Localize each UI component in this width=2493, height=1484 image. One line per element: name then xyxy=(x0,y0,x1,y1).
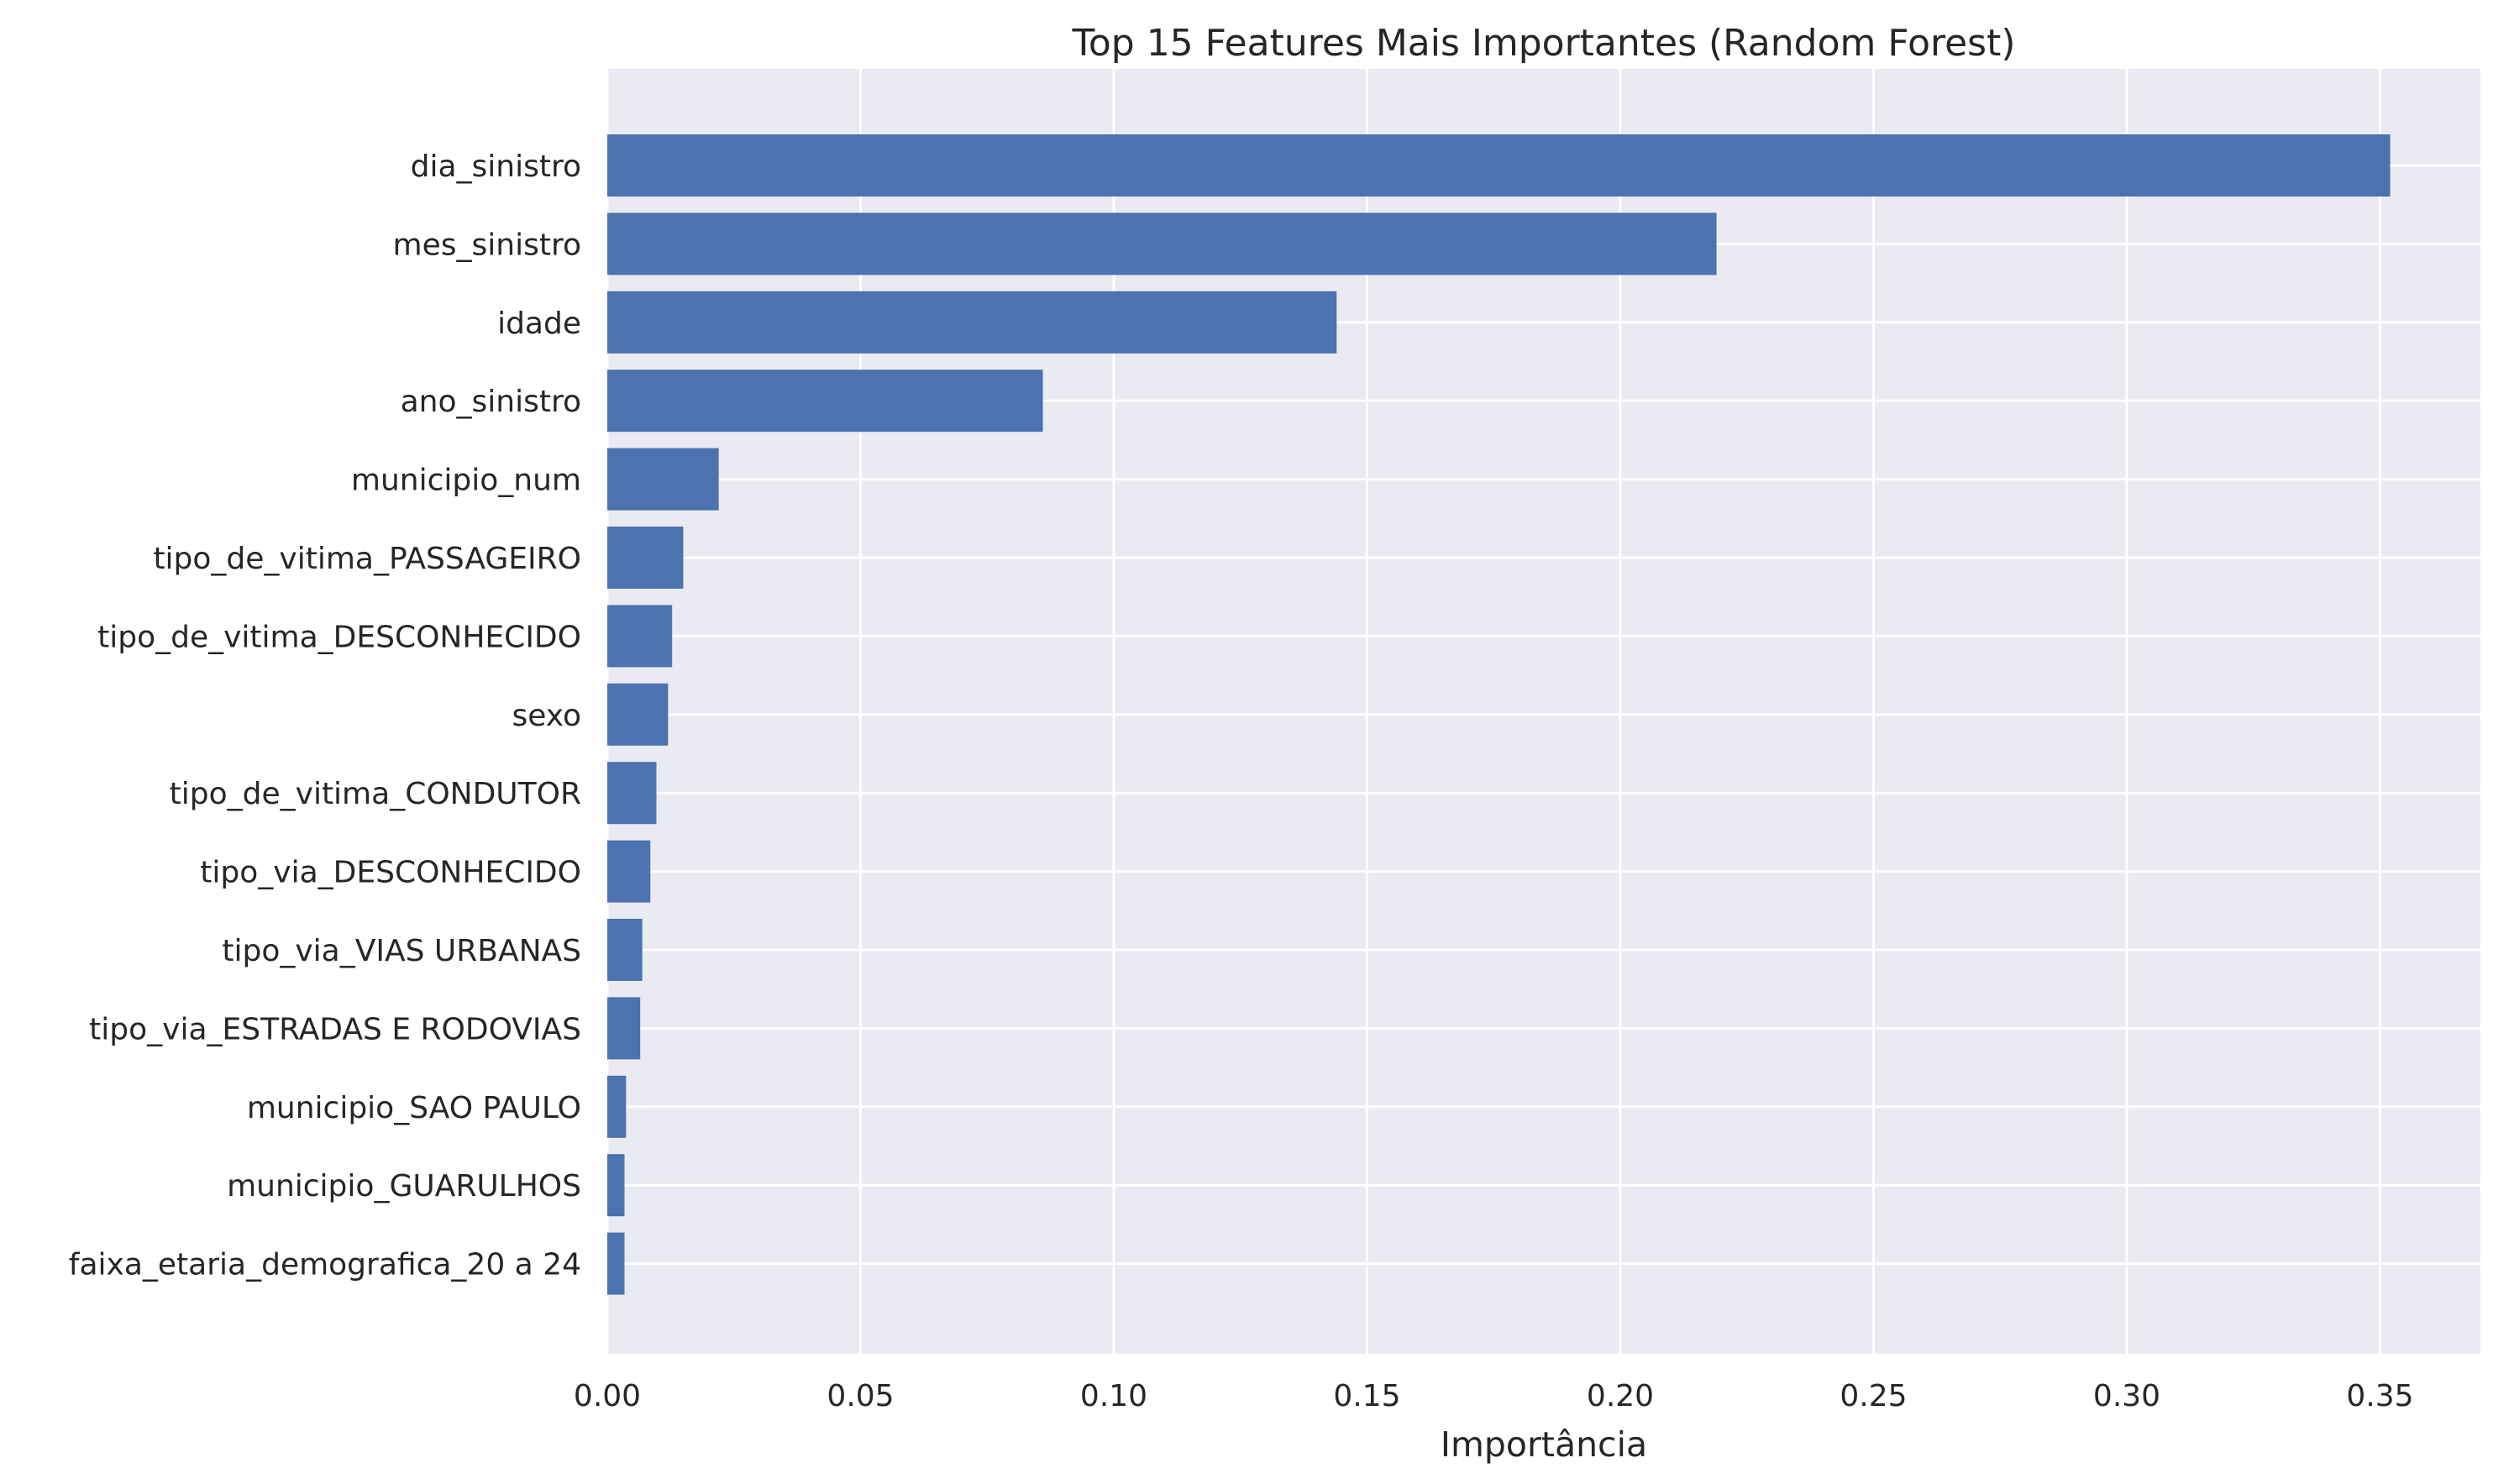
bars xyxy=(607,134,2391,1295)
bar xyxy=(607,683,669,746)
x-tick-label: 0.15 xyxy=(1333,1379,1400,1413)
x-tick-label: 0.00 xyxy=(574,1379,641,1413)
x-tick-label: 0.35 xyxy=(2346,1379,2413,1413)
x-tick-label: 0.10 xyxy=(1080,1379,1147,1413)
bar xyxy=(607,1154,625,1217)
y-tick-label: dia_sinistro xyxy=(411,149,581,184)
bar xyxy=(607,840,651,903)
bar xyxy=(607,997,641,1060)
y-tick-label: tipo_via_VIAS URBANAS xyxy=(222,934,581,968)
y-tick-label: tipo_de_vitima_DESCONHECIDO xyxy=(97,620,581,654)
bar xyxy=(607,291,1337,354)
y-tick-label: tipo_de_vitima_PASSAGEIRO xyxy=(153,542,581,576)
x-tick-label: 0.25 xyxy=(1840,1379,1907,1413)
bar xyxy=(607,448,719,511)
y-tick-label: sexo xyxy=(512,699,582,733)
bar xyxy=(607,919,643,981)
x-axis-title: Importância xyxy=(1441,1424,1647,1465)
y-tick-label: municipio_GUARULHOS xyxy=(227,1169,581,1203)
bar xyxy=(607,527,684,589)
gridlines xyxy=(606,69,2480,1354)
y-tick-label: idade xyxy=(497,307,581,341)
bar xyxy=(607,212,1717,275)
chart-title: Top 15 Features Mais Importantes (Random… xyxy=(1071,22,2015,65)
bar xyxy=(607,134,2391,197)
x-tick-label: 0.20 xyxy=(1587,1379,1654,1413)
y-tick-label: mes_sinistro xyxy=(393,228,581,262)
bar xyxy=(607,1075,627,1138)
bar xyxy=(607,1232,625,1295)
plot-area xyxy=(607,69,2480,1354)
y-tick-label: ano_sinistro xyxy=(401,385,581,419)
bar xyxy=(607,605,673,668)
x-tick-labels: 0.00 0.05 0.10 0.15 0.20 0.25 0.30 0.35 xyxy=(574,1379,2414,1413)
x-tick-label: 0.05 xyxy=(827,1379,894,1413)
x-tick-label: 0.30 xyxy=(2093,1379,2160,1413)
y-tick-label: municipio_SAO PAULO xyxy=(247,1091,581,1125)
y-tick-label: tipo_de_vitima_CONDUTOR xyxy=(170,777,581,811)
y-tick-label: tipo_via_ESTRADAS E RODOVIAS xyxy=(89,1012,581,1046)
bar xyxy=(607,370,1043,433)
y-tick-label: faixa_etaria_demografica_20 a 24 xyxy=(69,1248,581,1282)
bar xyxy=(607,762,657,825)
y-tick-label: municipio_num xyxy=(351,464,581,498)
y-tick-label: tipo_via_DESCONHECIDO xyxy=(200,856,581,890)
